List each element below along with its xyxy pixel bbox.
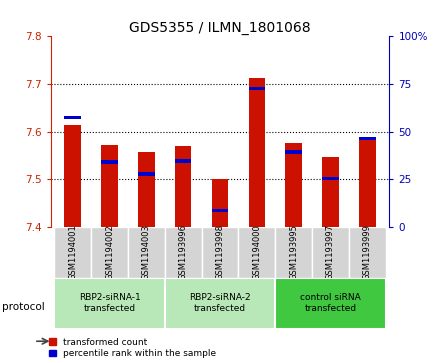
Bar (202, 227, 238, 278)
Bar (175, 159, 191, 163)
Bar (349, 227, 386, 278)
Bar (101, 145, 118, 227)
Text: GSM1194003: GSM1194003 (142, 224, 151, 280)
Text: GSM1194001: GSM1194001 (68, 224, 77, 280)
Bar (249, 78, 265, 227)
Text: GSM1194002: GSM1194002 (105, 224, 114, 280)
Text: control siRNA
transfected: control siRNA transfected (300, 293, 361, 313)
Bar (286, 150, 302, 154)
Bar (175, 146, 191, 227)
Bar (64, 116, 81, 119)
Text: protocol: protocol (2, 302, 45, 312)
Bar (54, 227, 91, 278)
Bar (64, 125, 81, 227)
Bar (128, 227, 165, 278)
Bar (212, 179, 228, 227)
Bar (101, 160, 118, 164)
Text: GSM1194000: GSM1194000 (252, 224, 261, 280)
Bar (249, 87, 265, 90)
Text: RBP2-siRNA-1
transfected: RBP2-siRNA-1 transfected (79, 293, 140, 313)
Text: RBP2-siRNA-2
transfected: RBP2-siRNA-2 transfected (189, 293, 251, 313)
Bar (91, 227, 128, 278)
Text: GSM1193999: GSM1193999 (363, 224, 372, 280)
Bar (165, 227, 202, 278)
Bar (286, 143, 302, 227)
Legend: transformed count, percentile rank within the sample: transformed count, percentile rank withi… (48, 338, 216, 359)
Bar (138, 172, 154, 176)
Bar (212, 208, 228, 212)
Bar (165, 278, 275, 329)
Text: GSM1193997: GSM1193997 (326, 224, 335, 280)
Text: GSM1193996: GSM1193996 (179, 224, 188, 280)
Bar (54, 278, 165, 329)
Bar (238, 227, 275, 278)
Bar (359, 137, 376, 140)
Text: GSM1193998: GSM1193998 (216, 224, 224, 280)
Bar (312, 227, 349, 278)
Text: GSM1193995: GSM1193995 (289, 224, 298, 280)
Title: GDS5355 / ILMN_1801068: GDS5355 / ILMN_1801068 (129, 21, 311, 35)
Bar (275, 227, 312, 278)
Bar (359, 138, 376, 227)
Bar (322, 157, 339, 227)
Bar (275, 278, 386, 329)
Bar (322, 177, 339, 180)
Bar (138, 152, 154, 227)
